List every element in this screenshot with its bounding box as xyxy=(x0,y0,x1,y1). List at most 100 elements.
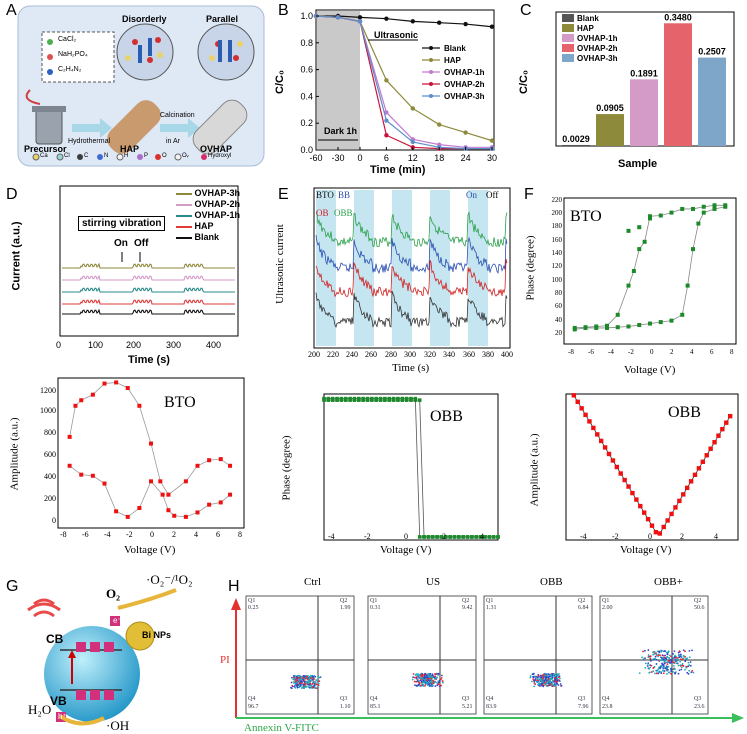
h-q1-value: 1.31 xyxy=(486,605,497,611)
f-amplitude-point xyxy=(614,464,620,470)
h-cell-dot xyxy=(678,656,681,659)
h-cell-dot xyxy=(684,660,687,663)
h-cell-dot xyxy=(656,650,659,653)
panel-f: F Phase (degree) Voltage (V) BTO 220 200… xyxy=(520,182,747,556)
e-phase-point xyxy=(387,396,392,401)
e-phase-point xyxy=(496,535,500,539)
e-lower-title: OBB xyxy=(430,408,463,425)
h-cell-dot xyxy=(551,674,554,677)
h-cell-dot xyxy=(670,672,672,675)
b-ytick-label: 0.2 xyxy=(300,118,313,128)
d-hysteresis-point xyxy=(160,492,165,497)
e-phase-point xyxy=(487,535,492,539)
h-cell-dot xyxy=(673,667,676,670)
h-cell-dot xyxy=(647,662,650,665)
h-cell-dot xyxy=(412,676,414,679)
h-q4-value: 23.8 xyxy=(602,704,613,710)
h-cell-dot xyxy=(673,672,676,674)
h-cell-dot xyxy=(316,679,319,682)
h-cell-dot xyxy=(315,683,318,686)
h-cell-dot xyxy=(415,676,418,678)
g-bi: Bi NPs xyxy=(142,630,172,640)
h-cell-dot xyxy=(529,676,532,679)
h-cell-dot xyxy=(553,673,555,676)
panel-d: D Current (a.u.) Time (s) stirring vibra… xyxy=(0,182,250,556)
h-title-obb: OBB xyxy=(540,576,563,588)
h-cell-dot xyxy=(297,674,299,677)
f-phase-point xyxy=(680,312,685,317)
h-cell-dot xyxy=(681,662,684,665)
h-q4-tag: Q4 xyxy=(370,696,378,702)
f-amplitude-point xyxy=(598,438,604,444)
d-hysteresis-point xyxy=(114,380,119,385)
b-data-point xyxy=(410,19,415,24)
h-cell-dot xyxy=(650,671,653,673)
h-cell-dot xyxy=(678,650,681,653)
f-amplitude-point xyxy=(622,477,627,483)
e-current-trace xyxy=(315,290,508,328)
e-phase-point xyxy=(361,396,365,401)
h-cell-dot xyxy=(424,684,426,687)
f-phase-point xyxy=(691,206,695,211)
h-cell-dot xyxy=(687,673,690,675)
h-cell-dot xyxy=(644,662,647,665)
h-cell-dot xyxy=(547,678,550,681)
f-amplitude-point xyxy=(673,505,678,510)
b-legend-label: OVHAP-3h xyxy=(444,92,485,101)
h-cell-dot xyxy=(296,686,299,689)
h-cell-dot xyxy=(689,664,692,667)
e-phase-point xyxy=(335,396,339,401)
c-bar-value-label: 0.1891 xyxy=(630,68,658,78)
h-cell-dot xyxy=(437,673,440,675)
h-cell-dot xyxy=(300,675,303,678)
d-current-trace xyxy=(62,262,235,269)
f-amplitude-point xyxy=(704,453,709,458)
h-cell-dot xyxy=(313,686,316,689)
f-phase-point xyxy=(648,216,652,221)
panel-f-label: F xyxy=(524,186,534,203)
b-data-point xyxy=(410,139,415,145)
f-phase-point xyxy=(572,327,577,332)
h-cell-dot xyxy=(656,670,658,672)
f-amplitude-point xyxy=(591,425,596,431)
panel-d-label: D xyxy=(6,186,18,203)
h-cell-dot xyxy=(310,674,312,677)
h-cell-dot xyxy=(440,684,443,687)
f-amplitude-point xyxy=(724,420,729,425)
b-ytick-label: 1.0 xyxy=(300,11,313,21)
h-cell-dot xyxy=(296,681,298,684)
b-ylabel: C/C₀ xyxy=(273,70,286,94)
h-title-us: US xyxy=(426,576,441,588)
h-cell-dot xyxy=(426,681,429,684)
h-cell-dot xyxy=(545,682,548,685)
b-dark-label: Dark 1h xyxy=(324,126,358,136)
h-cell-dot xyxy=(426,678,429,680)
f-lower-ylabel: Amplitude (a.u.) xyxy=(528,433,541,507)
h-cell-dot xyxy=(298,684,301,687)
f-amplitude-point xyxy=(665,518,670,523)
h-cell-dot xyxy=(665,657,667,660)
h-cell-dot xyxy=(668,671,671,674)
c-ylabel: C/C₀ xyxy=(517,70,530,94)
d-hysteresis-point xyxy=(228,463,233,468)
h-q4-tag: Q4 xyxy=(602,696,610,702)
d-ylabel: Current (a.u.) xyxy=(10,221,23,291)
d-hysteresis-point xyxy=(79,472,84,477)
h-cell-dot xyxy=(663,662,666,665)
h-flow-plot xyxy=(245,595,355,715)
h-cell-dot xyxy=(429,676,432,679)
h-cell-dot xyxy=(664,650,667,652)
h-cell-dot xyxy=(643,657,645,660)
f-amplitude-point xyxy=(661,524,666,530)
d-off-label: Off xyxy=(134,238,149,249)
b-ultrasonic-label: Ultrasonic xyxy=(374,30,419,40)
h-q1-tag: Q1 xyxy=(370,598,378,604)
h-cell-dot xyxy=(435,678,438,681)
c-legend-swatch xyxy=(562,34,574,42)
b-data-point xyxy=(384,78,389,83)
b-data-point xyxy=(489,24,495,29)
h-cell-dot xyxy=(536,678,539,680)
h-cell-dot xyxy=(435,681,438,684)
f-amplitude-line xyxy=(573,395,731,534)
c-xlabel: Sample xyxy=(618,158,658,170)
